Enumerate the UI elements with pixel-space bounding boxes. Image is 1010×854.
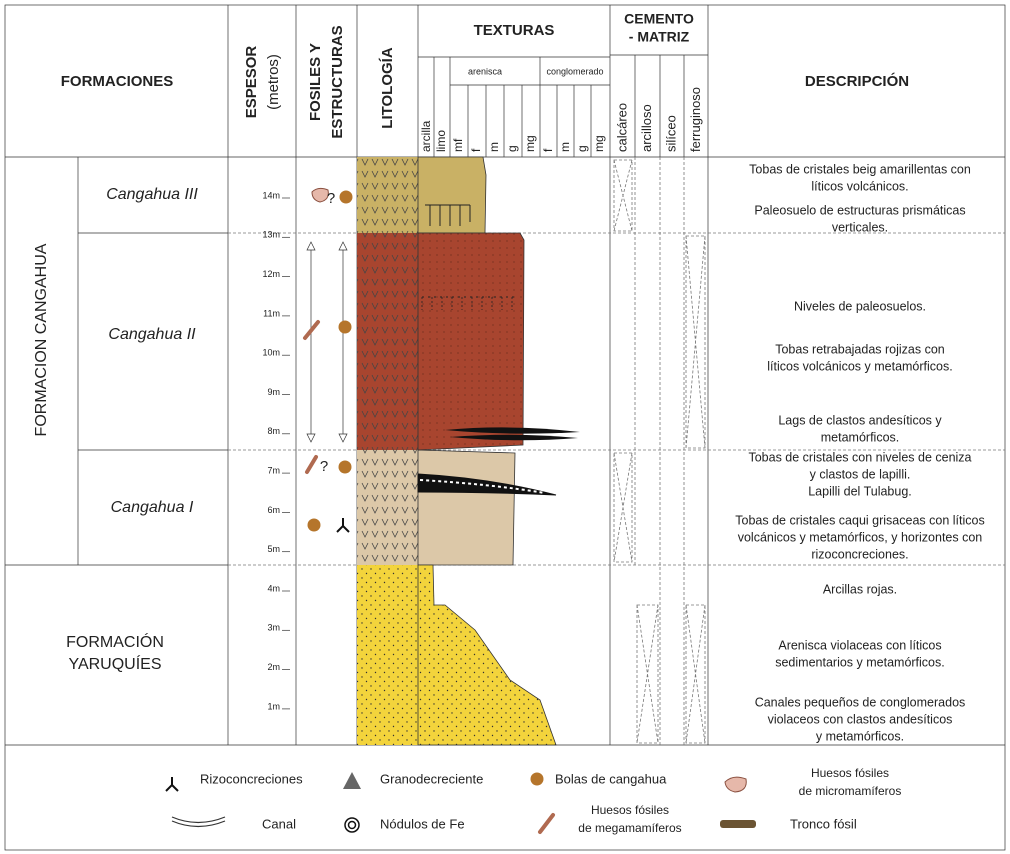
fossil-query: ? — [327, 190, 335, 207]
header: DESCRIPCIÓN — [805, 72, 909, 90]
legend-label: Tronco fósil — [790, 816, 857, 831]
header: FORMACIONES — [61, 73, 174, 90]
description: Lags de clastos andesíticos y — [778, 413, 942, 427]
label: arcilla — [419, 120, 433, 152]
cement-column — [614, 157, 705, 745]
formation: FORMACION CANGAHUA — [33, 243, 50, 436]
label: f — [541, 148, 555, 152]
legend-label: Canal — [262, 816, 296, 831]
header: ESTRUCTURAS — [329, 25, 346, 138]
formation: YARUQUÍES — [68, 654, 161, 673]
fossil-query: ? — [320, 458, 328, 475]
scale-label: 1m — [267, 701, 280, 711]
header: (metros) — [265, 54, 282, 110]
description: sedimentarios y metamórficos. — [775, 655, 945, 669]
description: y clastos de lapilli. — [810, 467, 911, 481]
member: Cangahua II — [108, 326, 196, 343]
legend-label: Rizoconcreciones — [200, 771, 303, 786]
scale-label: 2m — [267, 662, 280, 672]
label: ferruginoso — [688, 87, 703, 152]
legend-label: de micromamíferos — [799, 784, 902, 798]
description: Tobas de cristales beig amarillentas con — [749, 162, 971, 176]
description: Tobas de cristales caqui grisaceas con l… — [735, 513, 984, 527]
description: Canales pequeños de conglomerados — [755, 695, 966, 709]
header: ESPESOR — [243, 46, 260, 119]
description: Arcillas rojas. — [823, 582, 897, 596]
scale-label: 5m — [267, 544, 280, 554]
scale-label: 8m — [267, 426, 280, 436]
description: metamórficos. — [821, 430, 900, 444]
description: Niveles de paleosuelos. — [794, 299, 926, 313]
member: Cangahua I — [111, 499, 194, 516]
scale-label: 12m — [262, 269, 280, 279]
label: silíceo — [663, 115, 678, 152]
description: verticales. — [832, 220, 888, 234]
description: volcánicos y metamórficos, y horizontes … — [738, 530, 983, 544]
legend-label: Nódulos de Fe — [380, 816, 465, 831]
label: f — [469, 148, 483, 152]
label: arenisca — [468, 66, 502, 76]
label: m — [558, 142, 572, 152]
description: Arenisca violaceas con líticos — [778, 638, 941, 652]
description: Paleosuelo de estructuras prismáticas — [754, 203, 965, 217]
label: mf — [451, 138, 465, 152]
description: rizoconcreciones. — [811, 547, 908, 561]
description: y metamórficos. — [816, 729, 904, 743]
description: Tobas de cristales con niveles de ceniza — [748, 450, 971, 464]
header: CEMENTO — [624, 11, 694, 27]
scale-label: 14m — [262, 190, 280, 200]
description: líticos volcánicos. — [811, 179, 908, 193]
legend-label: Granodecreciente — [380, 771, 483, 786]
legend-label: de megamamíferos — [578, 821, 681, 835]
member: Cangahua III — [106, 186, 198, 203]
description: Lapilli del Tulabug. — [808, 484, 912, 498]
label: m — [487, 142, 501, 152]
stratigraphic-column: FORMACIONES ESPESOR (metros) FOSILES Y ESTRU… — [0, 0, 1010, 854]
header: - MATRIZ — [629, 29, 690, 45]
scale-label: 6m — [267, 505, 280, 515]
label: g — [505, 145, 519, 152]
header: LITOLOGÍA — [379, 47, 396, 129]
scale-label: 9m — [267, 387, 280, 397]
label: conglomerado — [546, 66, 603, 76]
fossil-symbols — [305, 188, 353, 532]
scale-label: 10m — [262, 348, 280, 358]
label: arcilloso — [639, 104, 654, 152]
texture-profile — [418, 157, 580, 745]
formation: FORMACIÓN — [66, 632, 164, 651]
scale-label: 13m — [262, 230, 280, 240]
label: limo — [434, 130, 448, 152]
legend-label: Huesos fósiles — [811, 766, 889, 780]
scale-label: 3m — [267, 623, 280, 633]
description: líticos volcánicos y metamórficos. — [767, 359, 952, 373]
label: mg — [592, 135, 606, 152]
scale-label: 4m — [267, 583, 280, 593]
lithology — [357, 157, 418, 745]
scale-label: 7m — [267, 465, 280, 475]
label: g — [575, 145, 589, 152]
header: TEXTURAS — [474, 22, 555, 39]
label: calcáreo — [614, 103, 629, 152]
description: violaceos con clastos andesíticos — [768, 712, 953, 726]
legend-label: Huesos fósiles — [591, 803, 669, 817]
description: Tobas retrabajadas rojizas con — [775, 342, 945, 356]
scale-label: 11m — [263, 308, 280, 318]
legend-label: Bolas de cangahua — [555, 771, 667, 786]
label: mg — [523, 135, 537, 152]
header: FOSILES Y — [307, 43, 324, 121]
